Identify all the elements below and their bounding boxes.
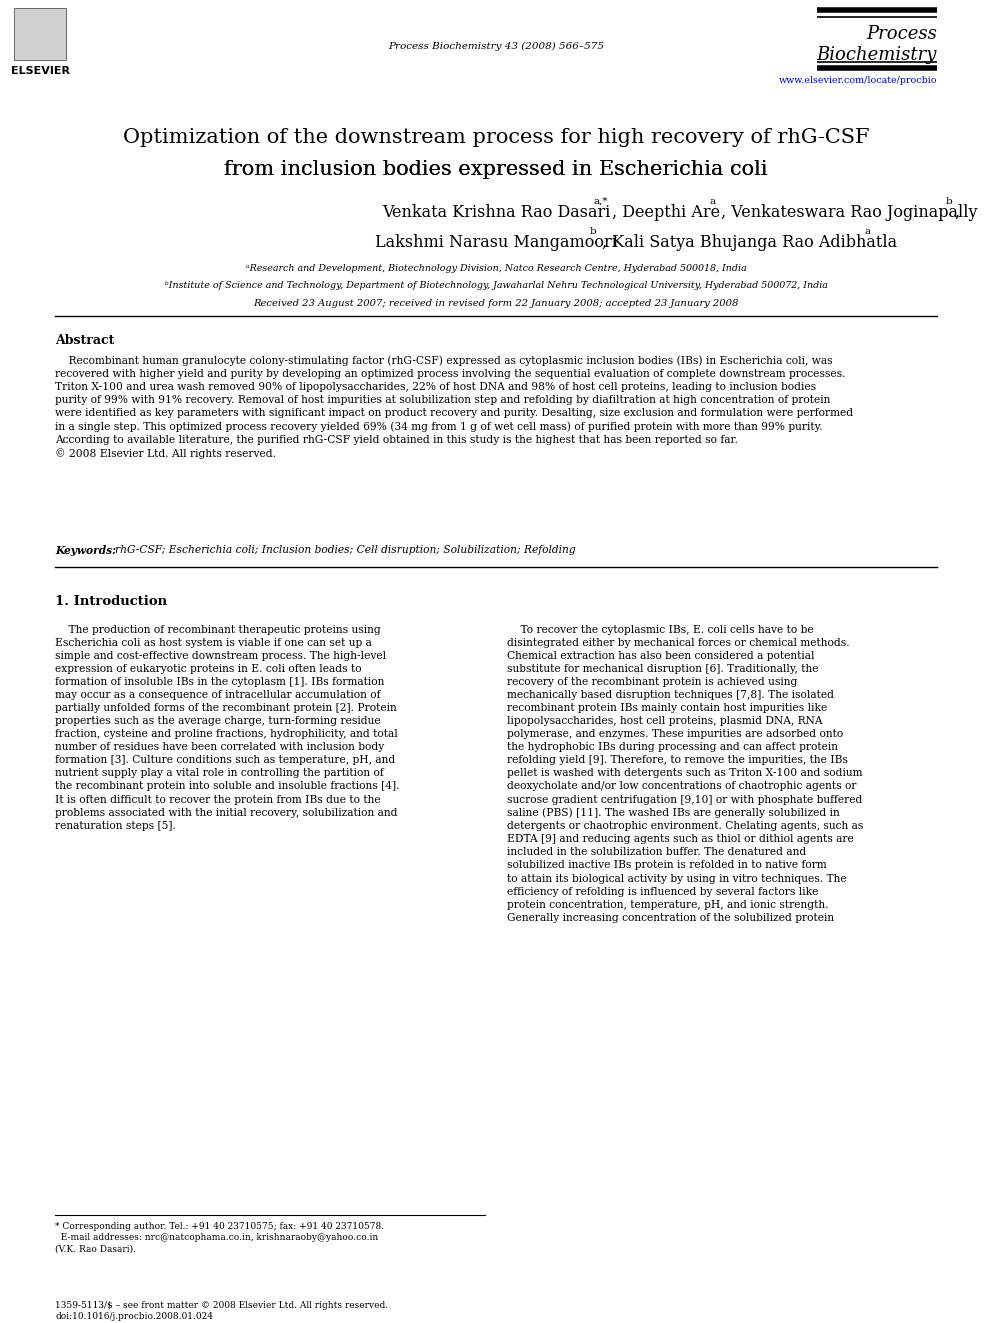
Text: ᵇInstitute of Science and Technology, Department of Biotechnology, Jawaharlal Ne: ᵇInstitute of Science and Technology, De… [165, 280, 827, 290]
Text: The production of recombinant therapeutic proteins using
Escherichia coli as hos: The production of recombinant therapeuti… [55, 624, 400, 831]
Text: 1. Introduction: 1. Introduction [55, 595, 167, 609]
Text: Lakshmi Narasu Mangamoori: Lakshmi Narasu Mangamoori [375, 234, 617, 251]
Text: www.elsevier.com/locate/procbio: www.elsevier.com/locate/procbio [779, 75, 937, 85]
Text: ᵃResearch and Development, Biotechnology Division, Natco Research Centre, Hydera: ᵃResearch and Development, Biotechnology… [246, 265, 746, 273]
Text: from inclusion bodies expressed in Escherichia coli: from inclusion bodies expressed in Esche… [224, 160, 768, 179]
Text: Venkata Krishna Rao Dasari: Venkata Krishna Rao Dasari [382, 204, 610, 221]
Text: Recombinant human granulocyte colony-stimulating factor (rhG-CSF) expressed as c: Recombinant human granulocyte colony-sti… [55, 355, 853, 459]
Bar [0, 157, 992, 194]
Text: 1359-5113/$ – see front matter © 2008 Elsevier Ltd. All rights reserved.
doi:10.: 1359-5113/$ – see front matter © 2008 El… [55, 1301, 388, 1322]
Text: from inclusion bodies expressed in Escherichia coli: from inclusion bodies expressed in Esche… [224, 160, 768, 179]
Text: , Deepthi Are: , Deepthi Are [611, 204, 719, 221]
Text: b: b [946, 197, 952, 206]
Text: b: b [590, 228, 596, 235]
Text: Keywords:: Keywords: [55, 545, 120, 556]
Text: Received 23 August 2007; received in revised form 22 January 2008; accepted 23 J: Received 23 August 2007; received in rev… [253, 299, 739, 308]
Text: a: a [864, 228, 870, 235]
Text: Biochemistry: Biochemistry [816, 46, 937, 64]
Text: a: a [709, 197, 715, 206]
Text: rhG-CSF; Escherichia coli; Inclusion bodies; Cell disruption; Solubilization; Re: rhG-CSF; Escherichia coli; Inclusion bod… [115, 545, 575, 556]
Text: * Corresponding author. Tel.: +91 40 23710575; fax: +91 40 23710578.
  E-mail ad: * Corresponding author. Tel.: +91 40 237… [55, 1222, 384, 1253]
Text: To recover the cytoplasmic IBs, E. coli cells have to be
disintegrated either by: To recover the cytoplasmic IBs, E. coli … [507, 624, 863, 922]
Bar [14, 8, 66, 60]
Text: ELSEVIER: ELSEVIER [11, 66, 69, 75]
Text: a,*: a,* [593, 197, 608, 206]
Text: , Kali Satya Bhujanga Rao Adibhatla: , Kali Satya Bhujanga Rao Adibhatla [602, 234, 897, 251]
Text: Process Biochemistry 43 (2008) 566–575: Process Biochemistry 43 (2008) 566–575 [388, 42, 604, 52]
Text: Abstract: Abstract [55, 333, 114, 347]
Text: Optimization of the downstream process for high recovery of rhG-CSF: Optimization of the downstream process f… [123, 128, 869, 147]
Text: ,: , [954, 204, 959, 221]
Text: , Venkateswara Rao Joginapally: , Venkateswara Rao Joginapally [721, 204, 977, 221]
Text: Process: Process [866, 25, 937, 44]
